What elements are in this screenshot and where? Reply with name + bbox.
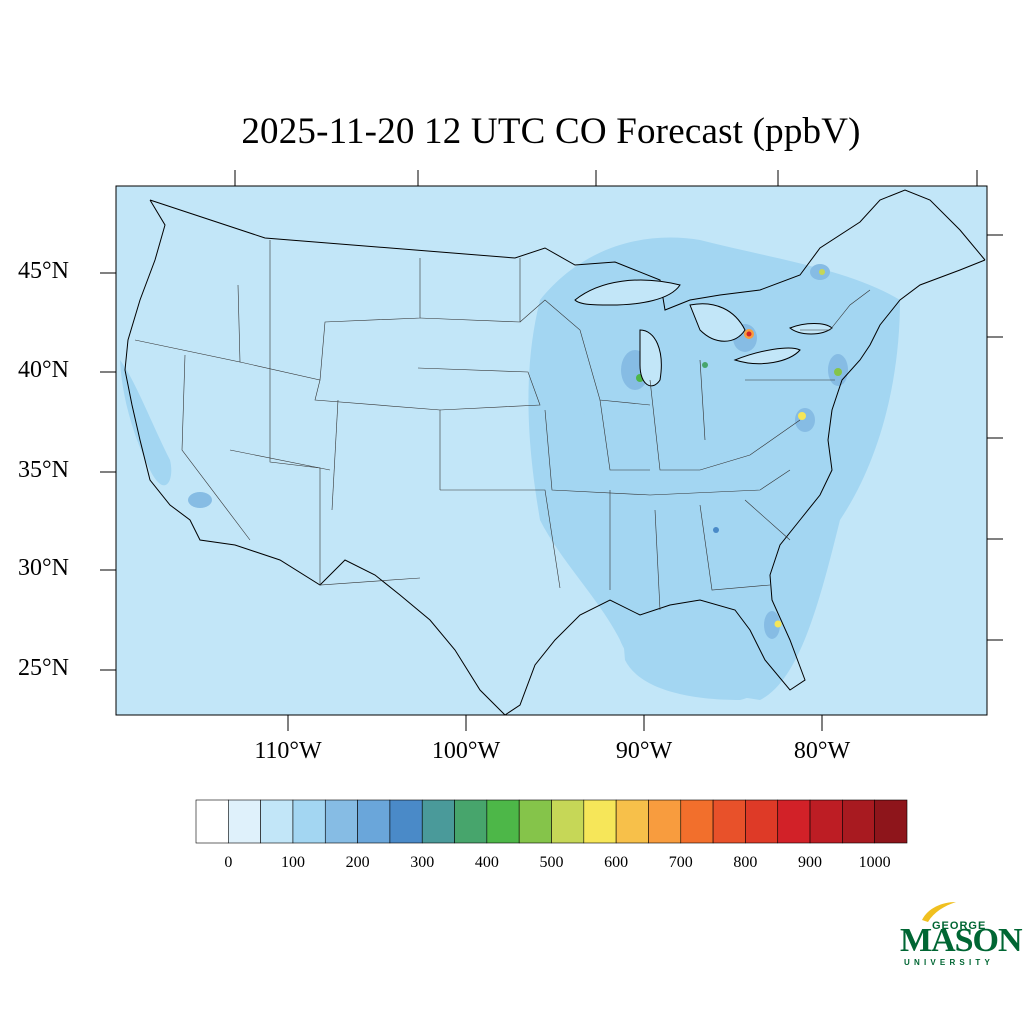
elevated-co-gulf (620, 596, 784, 700)
colorbar-box (615, 799, 649, 844)
map-frame (115, 185, 988, 716)
colorbar-tick-label: 500 (539, 854, 564, 871)
hotspot-dc (798, 412, 806, 420)
hotspot-florida (774, 620, 782, 628)
hotspot-indy (702, 362, 708, 368)
colorbar-box (842, 799, 875, 844)
colorbar-box (518, 799, 552, 844)
colorbar-tick-label: 100 (280, 854, 305, 871)
colorbar-tick-label: 400 (474, 854, 499, 871)
high-co-florida (764, 611, 780, 639)
lake-erie (733, 347, 801, 365)
colorbar-box (357, 799, 391, 844)
lon-label-100w: 100°W (431, 738, 501, 764)
colorbar-box (712, 799, 746, 844)
colorbar-tick-label: 800 (733, 854, 758, 871)
lat-label-25: 25°N (18, 655, 69, 681)
logo-swoosh-icon (922, 902, 956, 922)
lat-label-40: 40°N (18, 357, 69, 383)
colorbar-box (486, 799, 520, 844)
lat-label-45: 45°N (18, 258, 69, 284)
elevated-co-ohio (660, 365, 780, 435)
colorbar-tick-label: 700 (668, 854, 693, 871)
hotspot-atlanta (713, 527, 719, 533)
lon-label-80w: 80°W (793, 738, 851, 764)
colorbar-box (874, 799, 908, 844)
lat-label-30: 30°N (18, 555, 69, 581)
colorbar-box (551, 799, 585, 844)
colorbar-tick-label: 300 (410, 854, 435, 871)
page-title: 2025-11-20 12 UTC CO Forecast (ppbV) (241, 111, 861, 152)
colorbar-box (680, 799, 714, 844)
colorbar-tick-label: 200 (345, 854, 370, 871)
colorbar-tick-label: 600 (604, 854, 629, 871)
state-borders (134, 240, 871, 611)
colorbar-box (454, 799, 488, 844)
colorbar-tick-label: 0 (224, 854, 233, 871)
colorbar-box (389, 799, 423, 844)
colorbar-box (809, 799, 843, 844)
colorbar-box (777, 799, 811, 844)
logo-line-university: UNIVERSITY (904, 958, 995, 967)
lon-label-90w: 90°W (615, 738, 673, 764)
colorbar-box (745, 799, 779, 844)
colorbar-box (195, 799, 229, 844)
colorbar-tick-label: 900 (798, 854, 823, 871)
colorbar-box (324, 799, 358, 844)
lon-label-110w: 110°W (254, 738, 322, 764)
hotspot-nyc (834, 368, 842, 376)
conus-coastline (124, 189, 986, 715)
map-ticks (100, 170, 1003, 731)
high-co-dc (795, 408, 815, 432)
colorbar-box (260, 799, 294, 844)
colorbar-box (648, 799, 682, 844)
colorbar-box (228, 799, 261, 844)
high-co-la (188, 492, 212, 508)
hotspot-montreal (819, 269, 825, 275)
logo-line-mason: MASON (900, 922, 1023, 959)
colorbar-box (292, 799, 326, 844)
lake-ontario (789, 323, 833, 335)
co-concentration-field (120, 189, 986, 715)
lake-michigan (639, 329, 662, 387)
gmu-logo: GEORGE MASON UNIVERSITY (896, 900, 1023, 970)
hotspot-detroit-core (746, 331, 752, 337)
colorbar-tick-label: 1000 (858, 854, 891, 871)
colorbar-box (583, 799, 617, 844)
lat-label-35: 35°N (18, 457, 69, 483)
logo-line-george: GEORGE (932, 920, 987, 932)
lake-huron (689, 303, 746, 342)
colorbar (195, 799, 908, 844)
lake-superior (574, 279, 681, 306)
elevated-co-west (120, 360, 172, 486)
colorbar-box (421, 799, 455, 844)
